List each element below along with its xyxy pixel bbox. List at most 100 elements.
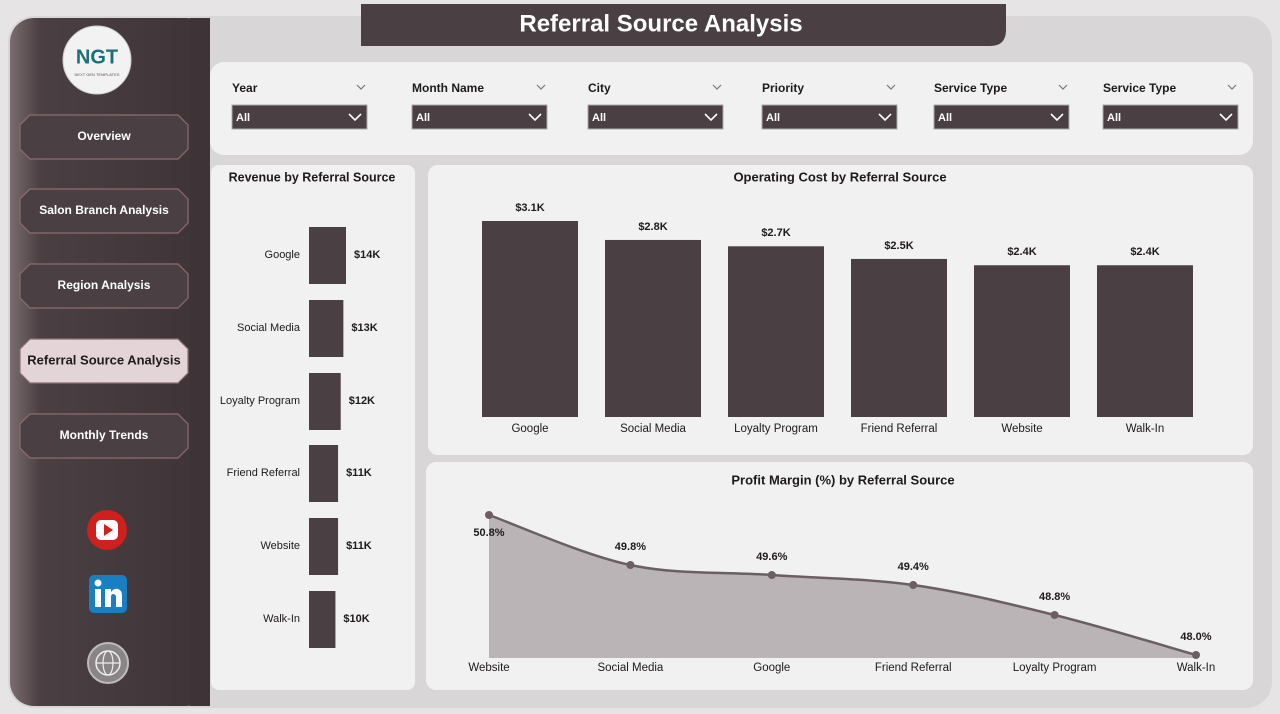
bar <box>309 518 339 575</box>
category-label: Friend Referral <box>227 467 300 479</box>
category-label: Friend Referral <box>861 423 938 435</box>
nav-button[interactable]: Referral Source Analysis <box>19 338 189 384</box>
value-label: 48.8% <box>1039 591 1070 603</box>
category-label: Google <box>511 423 548 435</box>
dropdown-box <box>761 104 898 130</box>
chart-title: Revenue by Referral Source <box>229 170 396 184</box>
category-label: Website <box>260 540 300 552</box>
filter-dropdown[interactable]: All <box>933 104 1070 130</box>
chart-title: Operating Cost by Referral Source <box>733 169 946 184</box>
value-label: $13K <box>351 322 377 334</box>
dropdown-box <box>933 104 1070 130</box>
filter-chevron <box>536 84 546 90</box>
filter-dropdown[interactable]: All <box>231 104 368 130</box>
bar <box>482 221 578 417</box>
filter-chevron <box>886 84 896 90</box>
web-icon[interactable] <box>87 642 129 684</box>
filter-label: City <box>588 81 611 95</box>
dropdown-value: All <box>236 112 250 124</box>
value-label: 49.8% <box>615 541 646 553</box>
bar <box>309 445 339 502</box>
nav-shape <box>19 114 189 160</box>
nav-label: Region Analysis <box>58 278 151 292</box>
dropdown-arrow <box>1050 113 1064 122</box>
area <box>489 515 1196 658</box>
nav-label: Salon Branch Analysis <box>39 203 169 217</box>
point <box>1050 611 1059 619</box>
youtube-play <box>104 524 113 536</box>
filter-dropdown[interactable]: All <box>411 104 548 130</box>
filter-label: Priority <box>762 81 804 95</box>
linkedin-i <box>95 589 101 607</box>
category-label: Loyalty Program <box>220 395 300 407</box>
nav-shape <box>19 338 189 384</box>
value-label: $2.8K <box>638 221 667 233</box>
filter-chevron <box>356 84 366 90</box>
bar <box>851 258 947 417</box>
page-title: Referral Source Analysis <box>519 10 802 37</box>
youtube-icon[interactable] <box>87 510 127 550</box>
nav-label: Overview <box>77 129 131 143</box>
bar <box>1097 265 1193 417</box>
dropdown-value: All <box>416 112 430 124</box>
value-label: $3.1K <box>515 202 544 214</box>
value-label: 49.4% <box>898 561 929 573</box>
filter-label: Service Type <box>934 81 1007 95</box>
filter-dropdown[interactable]: All <box>587 104 724 130</box>
point <box>485 511 493 519</box>
category-label: Google <box>753 662 790 674</box>
point <box>1192 651 1200 659</box>
linkedin-icon[interactable] <box>89 575 127 613</box>
chart-title: Profit Margin (%) by Referral Source <box>731 472 954 487</box>
point <box>767 571 776 579</box>
point <box>909 581 918 589</box>
nav-button[interactable]: Region Analysis <box>19 263 189 309</box>
filter-label: Month Name <box>412 81 484 95</box>
value-label: 48.0% <box>1180 631 1211 643</box>
value-label: $2.5K <box>884 240 913 252</box>
nav-button[interactable]: Monthly Trends <box>19 413 189 459</box>
dropdown-box <box>1102 104 1239 130</box>
nav-shape <box>19 413 189 459</box>
value-label: $12K <box>349 395 375 407</box>
filter-dropdown[interactable]: All <box>1102 104 1239 130</box>
dropdown-arrow <box>348 113 362 122</box>
linkedin-dot <box>94 579 102 587</box>
nav-button[interactable]: Salon Branch Analysis <box>19 188 189 234</box>
filter-chevron <box>712 84 722 90</box>
point <box>626 561 635 569</box>
dropdown-value: All <box>592 112 606 124</box>
filter-label: Year <box>232 81 258 95</box>
bar <box>309 591 336 648</box>
dropdown-arrow <box>704 113 718 122</box>
dropdown-arrow <box>1219 113 1233 122</box>
bar <box>309 373 341 430</box>
title-banner <box>361 4 1006 46</box>
filter-dropdown[interactable]: All <box>761 104 898 130</box>
bar <box>309 227 346 284</box>
filter-label: Service Type <box>1103 81 1176 95</box>
filter-chevron <box>1058 84 1068 90</box>
filter-panel <box>210 62 1253 155</box>
nav-shape <box>19 263 189 309</box>
value-label: $11K <box>346 540 372 552</box>
category-label: Website <box>1001 423 1042 435</box>
sidebar-edge <box>190 18 210 706</box>
bar <box>605 239 701 417</box>
category-label: Social Media <box>620 423 686 435</box>
dropdown-value: All <box>938 112 952 124</box>
dropdown-box <box>587 104 724 130</box>
category-label: Walk-In <box>263 613 300 625</box>
category-label: Loyalty Program <box>1013 662 1097 674</box>
nav-label: Referral Source Analysis <box>27 352 180 367</box>
filter-chevron <box>1227 84 1237 90</box>
nav-button[interactable]: Overview <box>19 114 189 160</box>
dropdown-value: All <box>1107 112 1121 124</box>
line <box>488 513 1197 657</box>
value-label: $2.4K <box>1007 246 1036 258</box>
value-label: $11K <box>346 467 372 479</box>
nav-shape <box>19 188 189 234</box>
category-label: Friend Referral <box>875 662 952 674</box>
value-label: $10K <box>343 613 369 625</box>
